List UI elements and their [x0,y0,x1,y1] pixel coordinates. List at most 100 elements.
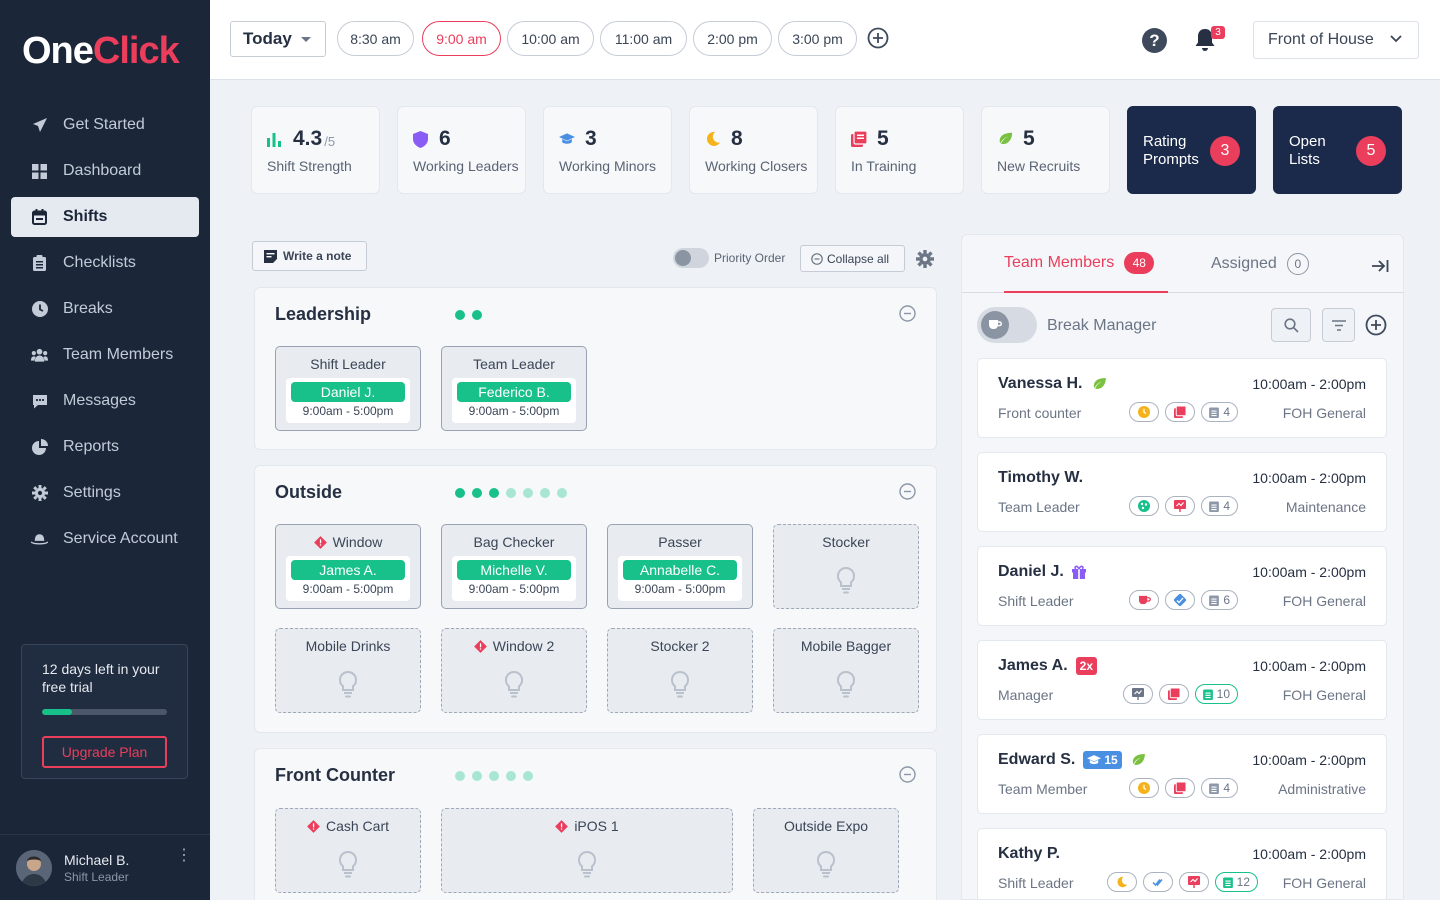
more-options-icon[interactable]: ⋮ [176,847,192,864]
bell-icon[interactable] [1193,27,1217,53]
day-select[interactable]: Today [230,21,326,57]
member-shift-time: 10:00am - 2:00pm [1252,752,1366,768]
time-pill[interactable]: 3:00 pm [778,21,857,56]
member-card[interactable]: Timothy W. 10:00am - 2:00pm Team Leader … [977,452,1387,532]
member-card[interactable]: Vanessa H. 10:00am - 2:00pm Front counte… [977,358,1387,438]
time-pill[interactable]: 11:00 am [600,21,687,56]
slot-role: Window 2 [492,638,555,654]
upgrade-plan-button[interactable]: Upgrade Plan [42,736,167,768]
shift-slot-empty[interactable]: Mobile Bagger [773,628,919,713]
shift-slot-empty[interactable]: Stocker [773,524,919,609]
break-manager-toggle[interactable] [977,307,1037,343]
bar-chart-icon [267,131,283,147]
clipboard-icon [1209,500,1220,512]
assignment-card: Daniel J. 9:00am - 5:00pm [286,378,410,423]
send-icon [31,117,48,134]
clock-icon [31,301,48,318]
sidebar-item-reports[interactable]: Reports [11,427,199,467]
collapse-section-icon[interactable] [899,483,916,500]
search-button[interactable] [1271,308,1311,342]
sidebar-item-team-members[interactable]: Team Members [11,335,199,375]
priority-order-toggle[interactable] [673,248,709,268]
warning-icon [307,819,320,833]
lightbulb-icon [337,670,359,698]
add-member-icon[interactable] [1365,314,1387,336]
stat-value: 5 [877,127,889,150]
tab-team-members[interactable]: Team Members 48 [1004,235,1169,293]
sidebar-item-service-account[interactable]: Service Account [11,519,199,559]
member-card[interactable]: Edward S. 15 10:00am - 2:00pm Team Member… [977,734,1387,814]
staffing-dot-filled [455,310,465,320]
tag-rating [1165,496,1196,516]
trial-progress-fill [42,709,72,715]
shift-slot[interactable]: Window James A. 9:00am - 5:00pm [275,524,421,609]
location-select[interactable]: Front of House [1253,21,1419,59]
book-icon [851,131,867,147]
member-tags: 4 [1123,402,1238,422]
stat-value: 5 [1023,127,1035,150]
user-profile[interactable]: Michael B. Shift Leader ⋮ [0,834,210,900]
slot-role: Window [332,534,383,550]
member-card[interactable]: Kathy P. 10:00am - 2:00pm Shift Leader 1… [977,828,1387,899]
member-card[interactable]: James A. 2x 10:00am - 2:00pm Manager 10 F… [977,640,1387,720]
member-department: FOH General [1282,405,1366,421]
book-icon [1174,782,1187,794]
shift-slot[interactable]: Passer Annabelle C. 9:00am - 5:00pm [607,524,753,609]
sidebar-item-checklists[interactable]: Checklists [11,243,199,283]
notification-badge: 3 [1211,26,1225,39]
slot-role: Passer [658,534,702,550]
tag-rating [1178,872,1209,892]
collapse-section-icon[interactable] [899,305,916,322]
sidebar-item-label: Messages [63,392,136,409]
slot-role-row: iPOS 1 [442,818,732,834]
assignment-card: Federico B. 9:00am - 5:00pm [452,378,576,423]
member-shift-time: 10:00am - 2:00pm [1252,564,1366,580]
gear-icon[interactable] [916,250,934,268]
shift-slot-empty[interactable]: Stocker 2 [607,628,753,713]
stat-value: 4.3 [293,127,323,150]
rating-prompts-button[interactable]: Rating Prompts 3 [1127,106,1256,194]
filter-button[interactable] [1322,308,1355,342]
collapse-section-icon[interactable] [899,766,916,783]
sidebar-item-dashboard[interactable]: Dashboard [11,151,199,191]
open-lists-button[interactable]: Open Lists 5 [1273,106,1402,194]
shift-slot-empty[interactable]: Outside Expo [753,808,899,893]
rating-prompts-label: Rating Prompts [1143,133,1199,169]
member-tags: 4 [1123,778,1238,798]
sidebar-item-messages[interactable]: Messages [11,381,199,421]
open-lists-label: Open Lists [1289,133,1326,169]
app-logo[interactable]: OneClick [22,30,180,72]
sidebar-item-settings[interactable]: Settings [11,473,199,513]
member-name: Timothy W. [998,469,1084,486]
time-pill[interactable]: 10:00 am [507,21,594,56]
time-pill[interactable]: 2:00 pm [693,21,772,56]
collapse-panel-icon[interactable] [1371,259,1389,273]
time-pill-active[interactable]: 9:00 am [422,21,501,56]
shift-slot-empty[interactable]: Window 2 [441,628,587,713]
help-icon[interactable]: ? [1142,28,1167,53]
tab-assigned[interactable]: Assigned 0 [1211,235,1309,293]
sidebar-item-shifts[interactable]: Shifts [11,197,199,237]
coffee-icon [981,311,1009,339]
add-time-icon[interactable] [867,27,889,49]
open-lists-line-1: Open [1289,133,1326,150]
sidebar-item-breaks[interactable]: Breaks [11,289,199,329]
sidebar-item-label: Shifts [63,208,108,225]
shift-slot[interactable]: Team Leader Federico B. 9:00am - 5:00pm [441,346,587,431]
shift-slot-empty[interactable]: iPOS 1 [441,808,733,893]
collapse-all-button[interactable]: Collapse all [800,245,905,272]
member-card[interactable]: Daniel J. 10:00am - 2:00pm Shift Leader … [977,546,1387,626]
shift-slot-empty[interactable]: Cash Cart [275,808,421,893]
chevron-down-icon [301,37,311,42]
sidebar-item-get-started[interactable]: Get Started [11,105,199,145]
day-select-value: Today [243,29,292,48]
assigned-time: 9:00am - 5:00pm [634,582,726,596]
rating-prompts-count: 3 [1210,136,1240,166]
shift-slot[interactable]: Shift Leader Daniel J. 9:00am - 5:00pm [275,346,421,431]
gear-icon [31,485,48,502]
time-pill[interactable]: 8:30 am [337,21,414,56]
shift-slot[interactable]: Bag Checker Michelle V. 9:00am - 5:00pm [441,524,587,609]
sidebar-item-label: Dashboard [63,162,142,179]
shift-slot-empty[interactable]: Mobile Drinks [275,628,421,713]
write-note-button[interactable]: Write a note [252,241,367,271]
